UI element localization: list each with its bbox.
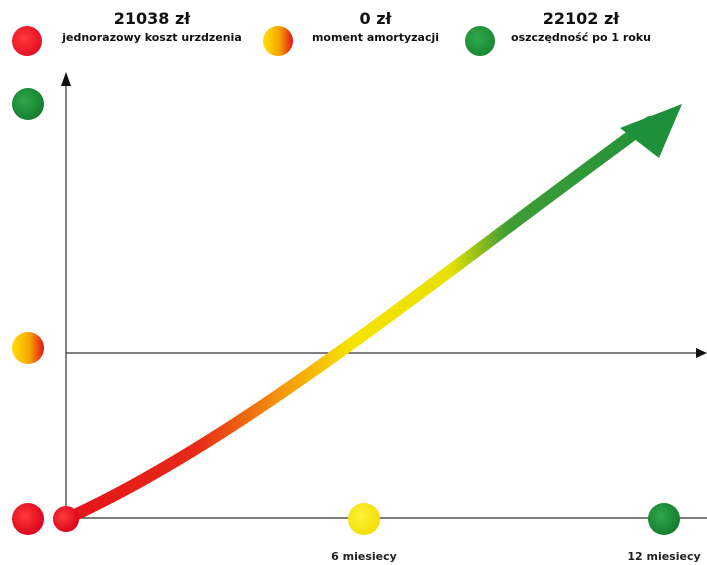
x-tick-label-12: 12 miesiecy: [627, 550, 700, 563]
x-tick-label-6: 6 miesiecy: [331, 550, 397, 563]
legend-breakeven-label: moment amortyzacji: [311, 31, 440, 44]
y-marker-orange-icon: [12, 332, 44, 364]
legend-breakeven-value: 0 zł: [359, 9, 392, 28]
y-axis-arrow-icon: [61, 72, 71, 86]
savings-curve: [60, 116, 656, 525]
legend-savings-value: 22102 zł: [542, 9, 620, 28]
y-marker-green-icon: [12, 88, 44, 120]
red-dot-icon: [12, 26, 42, 56]
breakeven-axis-arrow-icon: [696, 348, 707, 358]
legend-cost-label: jednorazowy koszt urzdzenia: [62, 31, 242, 44]
legend-savings: 22102 zł oszczędność po 1 roku: [465, 8, 657, 58]
legend-cost-value: 21038 zł: [113, 9, 191, 28]
curve-arrowhead-icon: [620, 104, 682, 158]
y-marker-red-icon: [12, 503, 44, 535]
legend-cost: 21038 zł jednorazowy koszt urzdzenia: [12, 8, 252, 58]
green-dot-icon: [465, 26, 495, 56]
x-marker-green-icon: [648, 503, 680, 535]
legend-savings-label: oszczędność po 1 roku: [511, 31, 651, 44]
x-marker-yellow-icon: [348, 503, 380, 535]
legend-breakeven: 0 zł moment amortyzacji: [263, 8, 448, 58]
orange-dot-icon: [263, 26, 293, 56]
origin-marker-red-icon: [53, 506, 79, 532]
